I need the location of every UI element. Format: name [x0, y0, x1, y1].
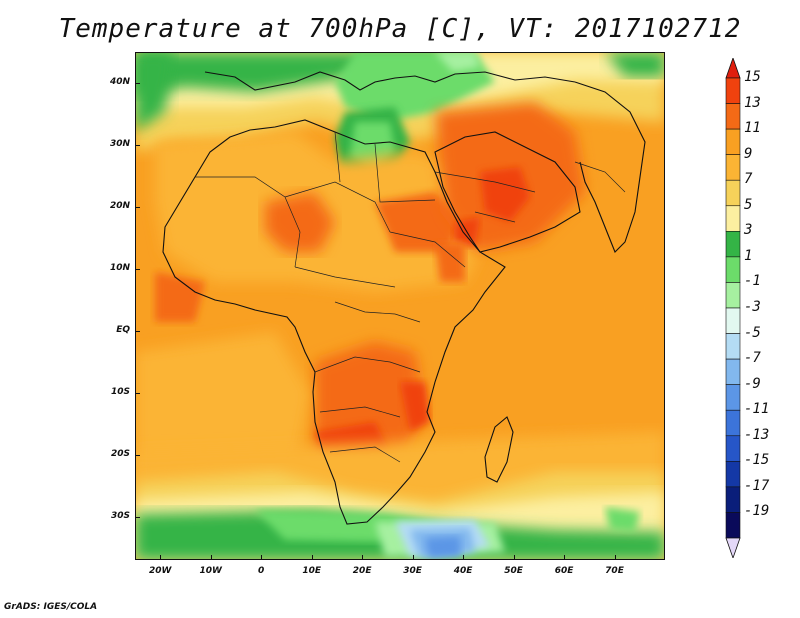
- colorbar-tick-label: -9: [744, 375, 761, 392]
- colorbar-tick-label: -1: [744, 273, 761, 290]
- lat-tick-label: 10N: [109, 262, 130, 273]
- lat-tick-label: 30S: [110, 510, 130, 521]
- colorbar-tick-label: 11: [744, 120, 761, 137]
- lon-tick-label: 10W: [199, 566, 222, 576]
- colorbar-tick-label: 15: [744, 69, 761, 85]
- colorbar-cell: [725, 461, 741, 488]
- colorbar-tick-label: 3: [744, 222, 753, 239]
- lat-tick-label: 20S: [110, 448, 130, 459]
- colorbar-cell: [725, 333, 741, 360]
- colorbar-tick-label: -5: [744, 324, 761, 341]
- lat-tick-label: 20N: [109, 200, 130, 211]
- africa-coastline: [162, 119, 506, 525]
- lon-tick-label: 20W: [149, 566, 172, 576]
- colorbar-tick-label: -11: [744, 401, 770, 418]
- map-panel: [135, 52, 665, 560]
- colorbar-tick-label: 7: [744, 171, 753, 188]
- temperature-field: [135, 52, 665, 560]
- colorbar-cell: [725, 205, 741, 232]
- colorbar-cell: [725, 154, 741, 181]
- europe-coastline: [204, 71, 576, 91]
- lon-tick-label: 30E: [403, 566, 422, 576]
- temperature-map: [135, 52, 665, 560]
- asia-coastline: [574, 81, 646, 253]
- colorbar-cell: [725, 435, 741, 462]
- colorbar-cell: [725, 256, 741, 283]
- colorbar-cell: [725, 282, 741, 309]
- colorbar-cell: [725, 512, 741, 539]
- colorbar-tick-label: -19: [744, 503, 770, 520]
- colorbar-tick-label: -7: [744, 350, 761, 367]
- lon-tick: [412, 555, 414, 560]
- lat-tick-label: 40N: [109, 76, 130, 87]
- footer-credit: GrADS: IGES/COLA: [4, 602, 98, 612]
- lat-tick: [135, 392, 140, 394]
- lon-tick-label: 0: [258, 566, 265, 576]
- lon-tick: [564, 555, 566, 560]
- lat-tick: [135, 82, 140, 84]
- lat-tick-label: 30N: [109, 138, 130, 149]
- lon-tick: [362, 555, 364, 560]
- colorbar-cell: [725, 409, 741, 437]
- colorbar-cell: [725, 486, 741, 513]
- lat-tick: [135, 268, 140, 270]
- lon-tick: [311, 555, 313, 560]
- colorbar-cell: [725, 307, 741, 334]
- colorbar-cell: [725, 231, 741, 258]
- lon-tick: [614, 555, 616, 560]
- lat-tick: [135, 516, 140, 518]
- madagascar-coastline: [484, 416, 514, 483]
- colorbar-cell: [725, 77, 741, 104]
- lat-tick-label: EQ: [116, 324, 130, 335]
- lon-tick: [210, 555, 212, 560]
- colorbar-bottom-arrow: [725, 537, 741, 558]
- lat-tick: [135, 454, 140, 456]
- colorbar-cell: [725, 179, 741, 207]
- colorbar-tick-label: 5: [744, 196, 753, 213]
- colorbar-tick-label: -13: [744, 426, 770, 443]
- lon-tick-label: 10E: [302, 566, 321, 576]
- colorbar-cell: [725, 128, 741, 155]
- lon-tick: [261, 555, 263, 560]
- chart-title: Temperature at 700hPa [C], VT: 201710271…: [58, 14, 742, 44]
- lon-tick: [463, 555, 465, 560]
- colorbar-tick-label: 9: [744, 145, 753, 162]
- lon-tick-label: 50E: [504, 566, 523, 576]
- colorbar-tick-label: -17: [744, 477, 770, 494]
- colorbar-tick-label: -15: [744, 452, 770, 469]
- lon-tick: [160, 555, 162, 560]
- country-borders: [195, 131, 626, 463]
- colorbar-tick-label: 13: [744, 94, 761, 111]
- lat-tick: [135, 330, 140, 332]
- lat-tick: [135, 206, 140, 208]
- lon-tick: [513, 555, 515, 560]
- lat-tick-label: 10S: [110, 386, 130, 397]
- coastlines: [162, 71, 646, 525]
- colorbar-tick-label: 1: [744, 247, 753, 264]
- colorbar-tick-label: -3: [744, 299, 761, 315]
- colorbar-cell: [725, 103, 741, 130]
- lon-tick-label: 60E: [554, 566, 574, 576]
- lon-tick-label: 20E: [352, 566, 372, 576]
- lon-tick-label: 70E: [605, 566, 624, 576]
- arabia-coastline: [434, 131, 581, 253]
- colorbar-cell: [725, 358, 741, 385]
- lon-tick-label: 40E: [453, 566, 473, 576]
- colorbar-top-arrow: [725, 58, 741, 79]
- colorbar: [725, 58, 741, 558]
- colorbar-cell: [725, 384, 741, 411]
- lat-tick: [135, 144, 140, 146]
